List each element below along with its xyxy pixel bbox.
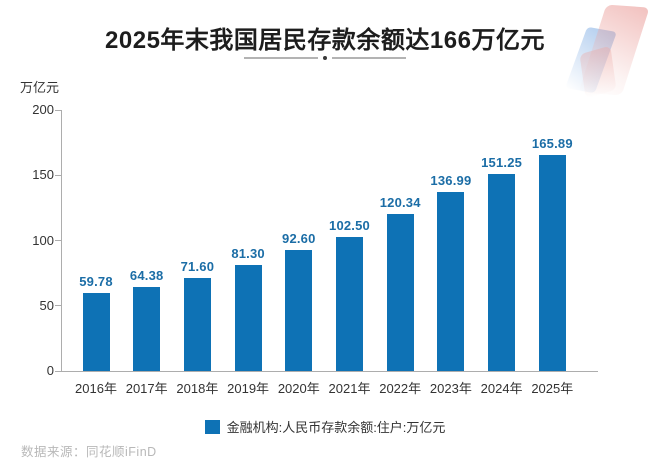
bar-value-label: 92.60	[282, 231, 316, 247]
bar	[82, 293, 110, 371]
bar-value-label: 71.60	[180, 258, 215, 274]
legend-label: 金融机构:人民币存款余额:住户:万亿元	[226, 420, 446, 435]
bar-value-label: 81.30	[231, 245, 265, 261]
bar	[336, 237, 363, 371]
y-axis-tick-label: 150	[32, 167, 54, 183]
bar	[285, 250, 313, 371]
legend-swatch-icon	[204, 419, 220, 434]
x-axis-tick-label: 2018年	[176, 381, 219, 396]
x-axis-tick-label: 2017年	[125, 381, 168, 396]
x-axis-tick-label: 2021年	[328, 381, 371, 396]
y-axis-tick	[55, 109, 61, 111]
y-axis-unit-label: 万亿元	[20, 80, 60, 95]
bar-value-label: 136.99	[430, 173, 472, 189]
bar-value-label: 102.50	[329, 218, 370, 234]
y-axis-tick-label: 0	[46, 363, 54, 378]
x-axis-tick-label: 2022年	[379, 381, 422, 396]
y-axis-tick	[55, 174, 61, 176]
divider-dot	[323, 56, 327, 60]
y-axis-tick-label: 100	[32, 232, 54, 248]
x-axis-tick-label: 2024年	[480, 381, 523, 396]
bar	[183, 277, 211, 371]
bar	[386, 213, 414, 371]
bar	[133, 286, 161, 371]
y-axis-tick-label: 50	[39, 297, 54, 313]
x-axis-tick-label: 2023年	[429, 381, 472, 396]
y-axis-tick	[55, 305, 61, 307]
bar-value-label: 64.38	[129, 267, 164, 283]
data-source-note: 数据来源：同花顺iFinD	[21, 445, 157, 459]
bar-value-label: 151.25	[481, 154, 523, 170]
y-axis-tick	[55, 240, 61, 241]
divider-line-left	[244, 57, 318, 59]
bar-value-label: 59.78	[79, 274, 113, 289]
x-axis-tick-label: 2020年	[277, 381, 320, 396]
title-divider	[0, 56, 650, 60]
y-axis-tick	[55, 370, 61, 372]
x-axis-tick-label: 2019年	[227, 381, 270, 396]
bar-chart-plot-area: 0 50 100 150 200 59.78 2016年 64.38 2017年 71.60 201…	[32, 102, 598, 396]
bar-value-label: 165.89	[531, 135, 573, 151]
y-axis-tick-label: 200	[32, 102, 54, 117]
divider-line-right	[332, 57, 406, 59]
bar	[234, 264, 262, 371]
bar	[538, 154, 566, 371]
x-axis-tick-label: 2016年	[75, 381, 117, 396]
bar	[437, 192, 465, 371]
bar	[488, 173, 516, 371]
chart-legend: 金融机构:人民币存款余额:住户:万亿元	[0, 417, 650, 436]
bar-value-label: 120.34	[379, 194, 421, 210]
chart-title: 2025年末我国居民存款余额达166万亿元	[105, 27, 545, 54]
x-axis-tick-label: 2025年	[531, 381, 574, 396]
